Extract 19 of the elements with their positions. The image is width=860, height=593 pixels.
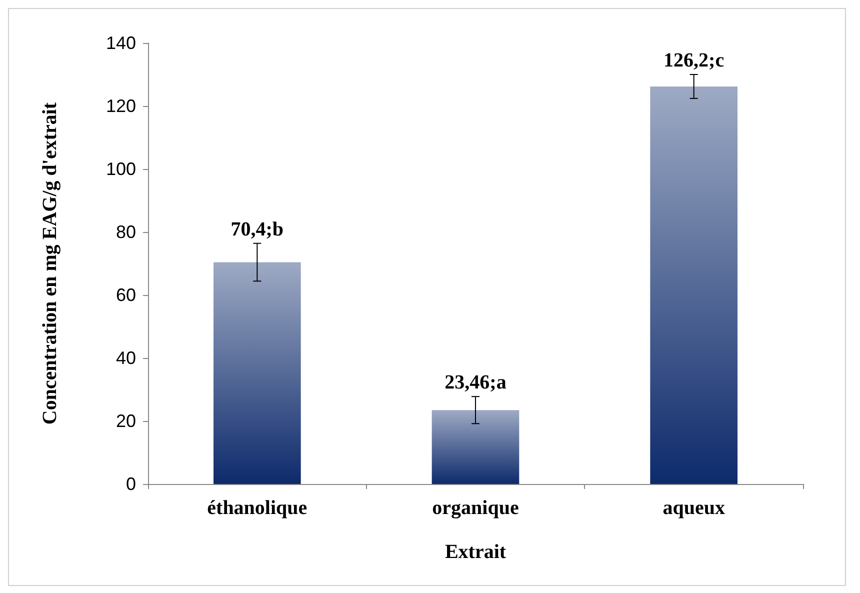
y-tick-label: 0 bbox=[126, 474, 136, 494]
y-tick-label: 140 bbox=[106, 33, 136, 53]
x-axis-title: Extrait bbox=[444, 541, 506, 563]
data-label: 126,2;c bbox=[664, 50, 724, 72]
y-tick-label: 80 bbox=[116, 222, 136, 242]
bar bbox=[432, 410, 520, 484]
y-tick-label: 100 bbox=[106, 159, 136, 179]
data-label: 70,4;b bbox=[230, 218, 284, 240]
x-tick-label: organique bbox=[432, 497, 519, 519]
x-tick-label: éthanolique bbox=[207, 497, 308, 519]
y-tick-label: 120 bbox=[106, 96, 136, 116]
bar bbox=[650, 86, 738, 484]
x-tick-label: aqueux bbox=[662, 497, 725, 519]
y-axis-title: Concentration en mg EAG/g d'extrait bbox=[39, 102, 61, 425]
y-tick-label: 40 bbox=[116, 348, 136, 368]
bar bbox=[214, 262, 301, 484]
data-label: 23,46;a bbox=[444, 372, 506, 394]
y-tick-label: 60 bbox=[116, 285, 136, 305]
y-tick-label: 20 bbox=[116, 411, 136, 431]
